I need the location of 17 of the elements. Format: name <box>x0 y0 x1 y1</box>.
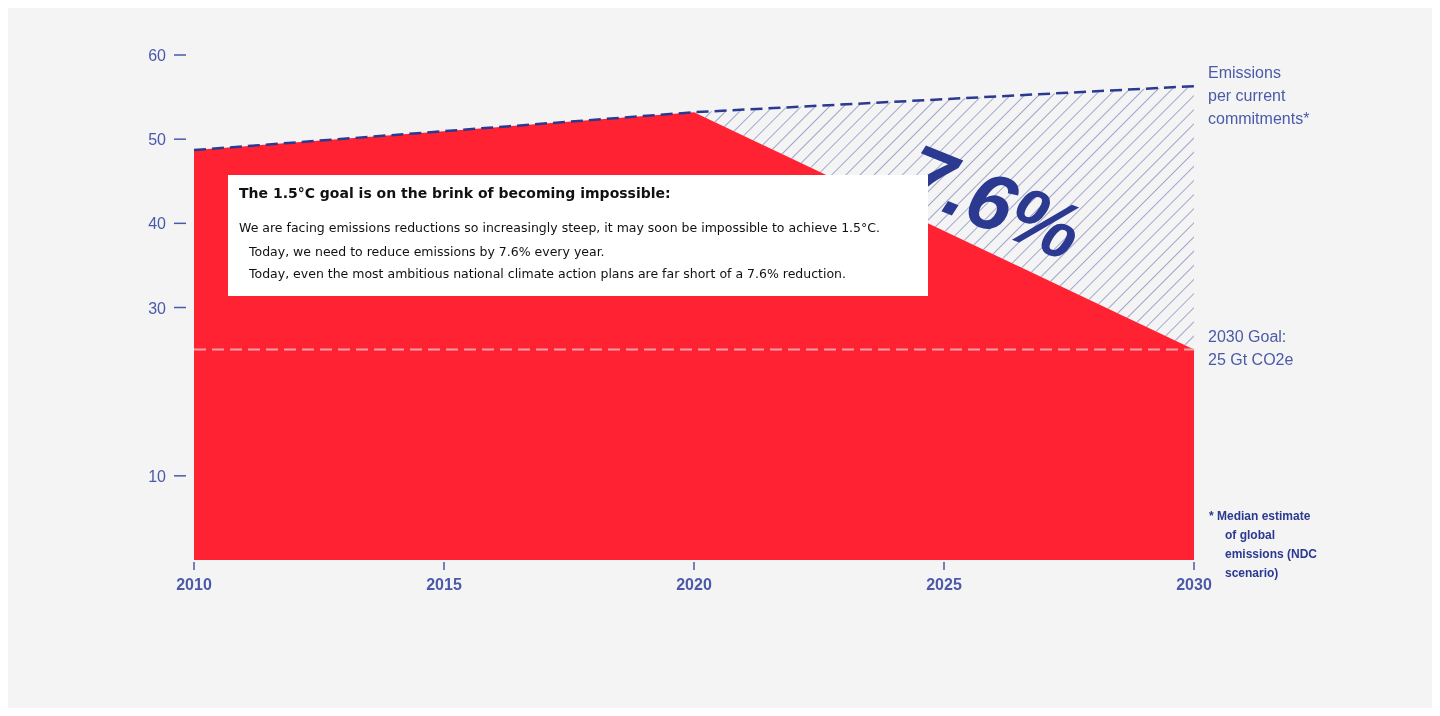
y-tick-label: 60 <box>148 47 167 64</box>
text: * Median estimate of global emissions (NDC scenario) <box>1209 509 1318 580</box>
y-tick-label: 30 <box>148 299 167 317</box>
y-tick-label: 40 <box>148 215 167 233</box>
annotation: Today, even the most ambitious national climate action plans are far short of a 7.6% reduction. <box>248 266 846 281</box>
y-tick-label: 10 <box>148 467 167 485</box>
x-tick-label: 2020 <box>676 576 712 593</box>
x-tick-label: 2010 <box>176 576 212 593</box>
x-tick-label: 2025 <box>926 576 962 593</box>
y-tick-label: 50 <box>148 131 167 149</box>
x-tick-label: 2030 <box>1176 576 1212 593</box>
annotation: Today, we need to reduce emissions by 7.6% every year. <box>248 244 605 259</box>
ref-line-label: 2030 Goal: 25 Gt CO2e <box>1208 327 1294 368</box>
annotation: The 1.5°C goal is on the brink of becoming impossible: <box>239 185 671 201</box>
series-label: Emissions per current commitments* <box>1208 64 1310 128</box>
x-tick-label: 2015 <box>426 576 462 593</box>
annotation: We are facing emissions reductions so increasingly steep, it may soon be impossible to achieve 1.5°C. <box>239 220 880 235</box>
